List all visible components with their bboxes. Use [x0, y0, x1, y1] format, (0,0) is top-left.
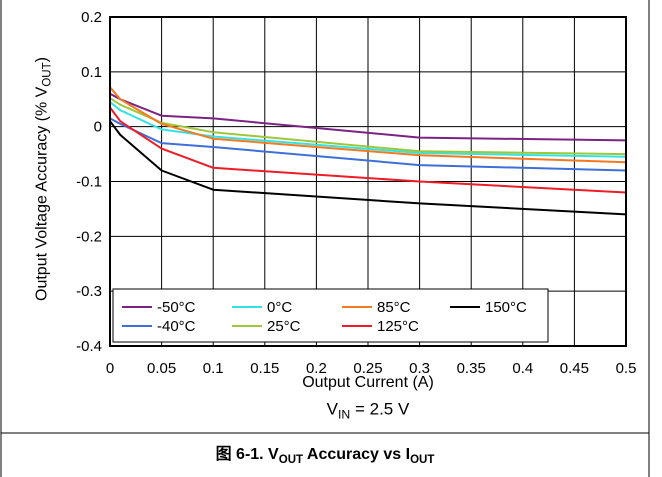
- x-tick-label: 0.25: [353, 360, 382, 377]
- caption-prefix: 图 6-1. V: [215, 446, 279, 463]
- y-tick-label: -0.1: [76, 174, 102, 191]
- series-line-85c: [109, 86, 627, 164]
- series-line-minus-40c: [109, 117, 627, 172]
- input-voltage-annotation: VIN = 2.5 V: [326, 399, 410, 422]
- caption-subscript-2: OUT: [410, 453, 435, 466]
- figure-caption: 图 6-1. VOUT Accuracy vs IOUT: [0, 446, 650, 466]
- y-tick-label: -0.2: [76, 228, 102, 245]
- legend-label: 125°C: [377, 318, 419, 335]
- annotation-text: V: [326, 399, 339, 419]
- y-tick-label: -0.4: [76, 338, 102, 355]
- legend-entry-150c: 150°C: [450, 299, 527, 316]
- series-line-150c: [109, 120, 627, 216]
- caption-middle: Accuracy vs I: [303, 446, 411, 463]
- y-axis-label-text: Output Voltage Accuracy (% V: [33, 86, 51, 301]
- y-tick-label: -0.3: [76, 283, 102, 300]
- caption-subscript-1: OUT: [278, 453, 304, 466]
- y-tick-label: 0.1: [81, 64, 102, 81]
- x-tick-label: 0.3: [409, 360, 430, 377]
- series-line-0c: [109, 101, 627, 158]
- legend-entry-0c: 0°C: [232, 299, 292, 316]
- legend-entry-125c: 125°C: [342, 318, 419, 335]
- x-tick-label: 0.35: [457, 360, 486, 377]
- x-tick-label: 0.1: [203, 360, 224, 377]
- x-tick-label: 0.4: [512, 360, 533, 377]
- legend-label: 85°C: [377, 299, 411, 316]
- legend: -50°C -40°C 0°C 25°C 85°C 125°C 150°C: [112, 288, 549, 343]
- x-tick-label: 0.05: [147, 360, 176, 377]
- x-tick-label: 0: [106, 360, 114, 377]
- legend-label: 0°C: [267, 299, 292, 316]
- y-tick-labels: 0.2 0.1 0 -0.1 -0.2 -0.3 -0.4: [76, 9, 102, 355]
- legend-entry-25c: 25°C: [232, 318, 301, 335]
- annotation-value: = 2.5 V: [350, 399, 410, 419]
- series-line-25c: [109, 97, 627, 156]
- x-axis-label: Output Current (A): [302, 374, 434, 391]
- x-tick-label: 0.2: [306, 360, 327, 377]
- series-line-125c: [109, 106, 627, 194]
- series-lines: [109, 86, 627, 216]
- y-tick-label: 0.2: [81, 9, 102, 26]
- legend-label: -50°C: [157, 299, 196, 316]
- annotation-subscript: IN: [338, 407, 351, 422]
- plot-area-border: [109, 16, 627, 347]
- legend-entry-minus-50c: -50°C: [122, 299, 196, 316]
- legend-box: [112, 288, 549, 343]
- y-tick-label: 0: [94, 119, 102, 136]
- y-axis-label-subscript: OUT: [41, 62, 54, 87]
- legend-entry-minus-40c: -40°C: [122, 318, 196, 335]
- legend-label: 150°C: [485, 299, 527, 316]
- x-tick-label: 0.5: [616, 360, 637, 377]
- x-tick-label: 0.45: [560, 360, 589, 377]
- y-axis-label: Output Voltage Accuracy (% VOUT): [33, 57, 54, 301]
- legend-label: -40°C: [157, 318, 196, 335]
- x-tick-label: 0.15: [250, 360, 279, 377]
- legend-entry-85c: 85°C: [342, 299, 411, 316]
- x-tick-labels: 0 0.05 0.1 0.15 0.2 0.25 0.3 0.35 0.4 0.45 0.5: [106, 360, 637, 377]
- legend-label: 25°C: [267, 318, 301, 335]
